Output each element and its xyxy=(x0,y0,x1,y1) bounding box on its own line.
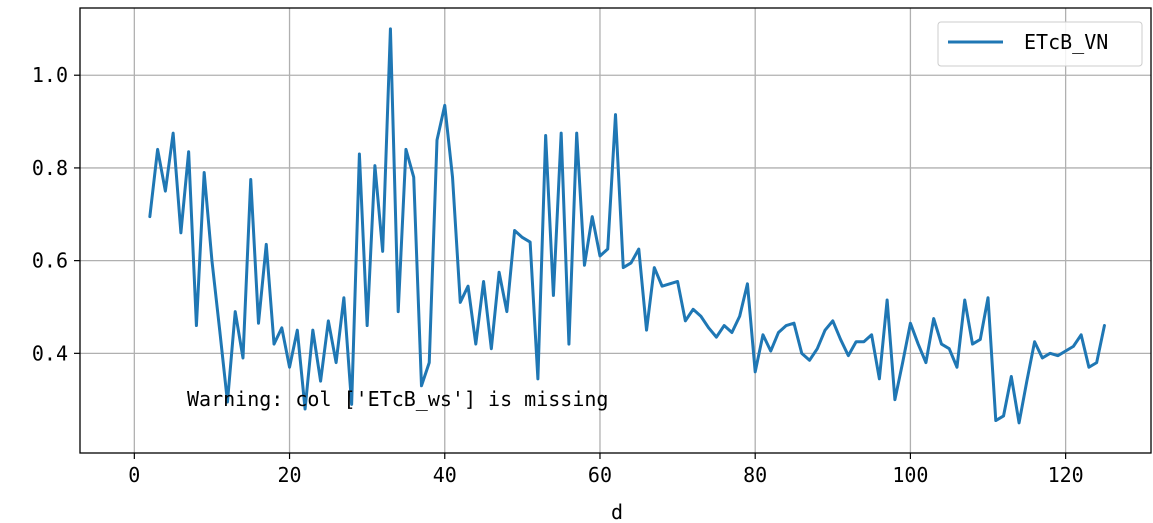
y-axis-ticks: 0.4 0.6 0.8 1.0 xyxy=(32,63,80,365)
series-layer xyxy=(148,27,1106,425)
plot-frame xyxy=(79,7,1152,454)
x-tick-label: 100 xyxy=(892,463,928,487)
x-axis-ticks: 0 20 40 60 80 100 120 xyxy=(128,453,1084,487)
series-line-ETcB_VN xyxy=(148,27,1106,425)
legend: ETcB_VN xyxy=(937,21,1143,67)
grid-lines xyxy=(80,8,1151,453)
x-tick-label: 40 xyxy=(433,463,457,487)
x-tick-label: 20 xyxy=(277,463,301,487)
x-tick-label: 0 xyxy=(128,463,140,487)
y-tick-label: 0.8 xyxy=(32,156,68,180)
y-tick-label: 1.0 xyxy=(32,63,68,87)
x-tick-label: 120 xyxy=(1048,463,1084,487)
legend-box xyxy=(937,21,1143,67)
y-tick-label: 0.6 xyxy=(32,249,68,273)
warning-annotation: Warning: col ['ETcB_ws'] is missing xyxy=(187,387,608,411)
x-axis-label: d xyxy=(611,500,623,523)
legend-label: ETcB_VN xyxy=(1024,30,1108,54)
x-tick-label: 80 xyxy=(743,463,767,487)
y-tick-label: 0.4 xyxy=(32,341,68,365)
x-tick-label: 60 xyxy=(588,463,612,487)
